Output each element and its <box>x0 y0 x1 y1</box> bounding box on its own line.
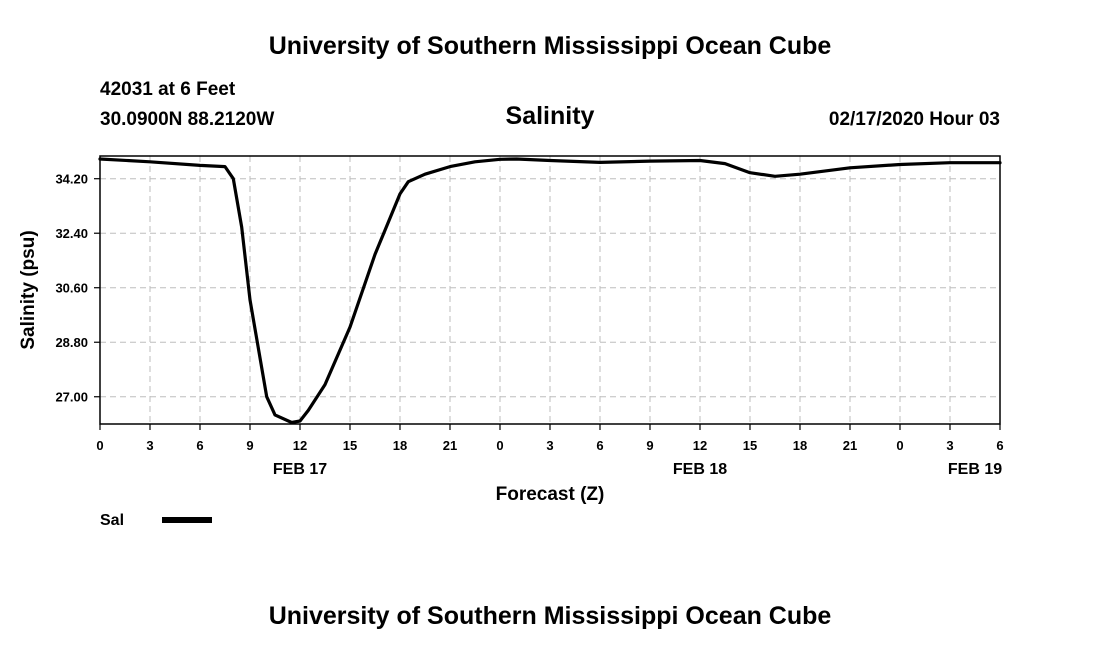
x-tick-label: 3 <box>146 438 153 453</box>
x-tick-label: 12 <box>693 438 707 453</box>
x-tick-label: 15 <box>343 438 357 453</box>
chart-title: Salinity <box>506 102 595 130</box>
footer-title: University of Southern Mississippi Ocean… <box>269 602 832 630</box>
x-tick-label: 0 <box>96 438 103 453</box>
y-axis-label: Salinity (psu) <box>18 230 39 349</box>
forecast-time-label: 02/17/2020 Hour 03 <box>829 109 1000 130</box>
y-tick-label: 28.80 <box>55 335 88 350</box>
y-tick-label: 27.00 <box>55 390 88 405</box>
x-tick-label: 3 <box>946 438 953 453</box>
x-tick-label: 18 <box>393 438 407 453</box>
x-tick-label: 3 <box>546 438 553 453</box>
x-tick-label: 18 <box>793 438 807 453</box>
y-axis-ticks: 34.20 32.40 30.60 28.80 27.00 <box>55 172 100 405</box>
date-label: FEB 19 <box>948 461 1002 478</box>
page-title: University of Southern Mississippi Ocean… <box>269 32 832 60</box>
y-tick-label: 30.60 <box>55 281 88 296</box>
series-lines <box>98 157 1002 425</box>
y-tick-label: 32.40 <box>55 226 88 241</box>
grid-lines <box>100 156 1000 424</box>
x-tick-label: 21 <box>843 438 857 453</box>
x-tick-label: 6 <box>996 438 1003 453</box>
location-label: 30.0900N 88.2120W <box>100 109 274 130</box>
y-tick-label: 34.20 <box>55 172 88 187</box>
x-tick-label: 6 <box>196 438 203 453</box>
x-tick-label: 6 <box>596 438 603 453</box>
x-tick-label: 15 <box>743 438 757 453</box>
date-label: FEB 17 <box>273 461 327 478</box>
x-tick-label: 0 <box>896 438 903 453</box>
x-axis-label: Forecast (Z) <box>496 484 605 505</box>
x-tick-label: 12 <box>293 438 307 453</box>
x-tick-label: 21 <box>443 438 457 453</box>
date-label: FEB 18 <box>673 461 727 478</box>
legend-label: Sal <box>100 512 124 529</box>
series-line-sal <box>98 157 1002 425</box>
x-tick-label: 9 <box>246 438 253 453</box>
x-tick-label: 9 <box>646 438 653 453</box>
x-axis-ticks: 0 3 6 9 12 15 18 21 0 3 6 9 12 15 18 21 0 3 6 FEB 17 FEB 18 F… <box>96 424 1004 478</box>
x-tick-label: 0 <box>496 438 503 453</box>
station-label: 42031 at 6 Feet <box>100 79 236 100</box>
